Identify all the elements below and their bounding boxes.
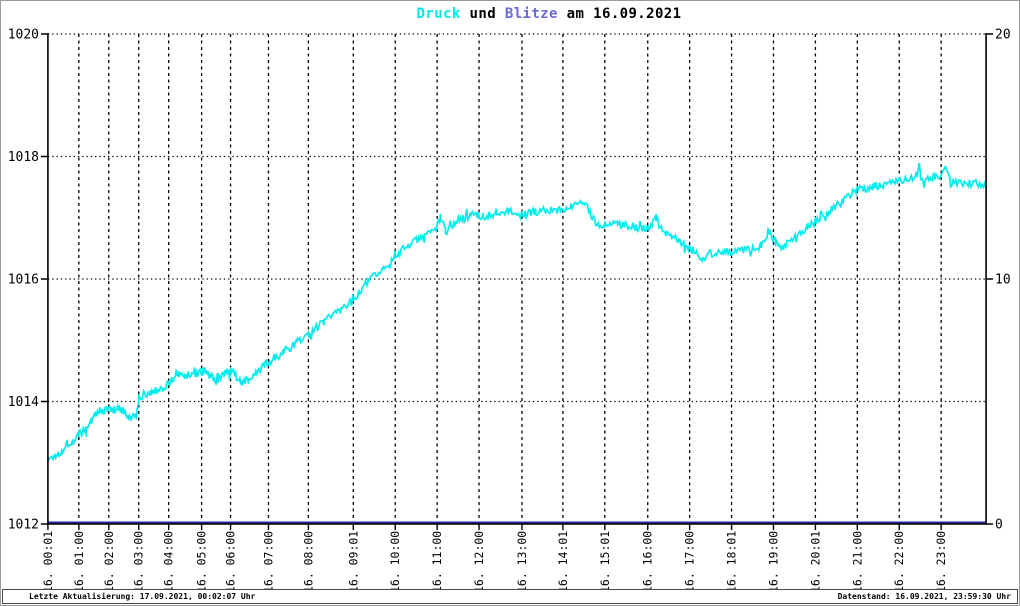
left-axis-label: 1020 — [8, 27, 39, 42]
druck-series-line — [47, 162, 987, 463]
x-axis-label: 16. 01:00 — [72, 531, 86, 589]
x-axis-label: 16. 02:00 — [102, 531, 116, 589]
x-axis-label: 16. 18:01 — [725, 531, 739, 589]
right-axis-label: 0 — [995, 517, 1003, 532]
x-axis-label: 16. 17:00 — [683, 531, 697, 589]
x-axis-label: 16. 12:00 — [472, 531, 486, 589]
x-axis-label: 16. 08:00 — [301, 531, 315, 589]
x-axis-label: 16. 03:00 — [132, 531, 146, 589]
left-axis-label: 1012 — [8, 517, 39, 532]
status-bar: Letzte Aktualisierung: 17.09.2021, 00:02… — [2, 589, 1018, 604]
x-axis-label: 16. 10:00 — [388, 531, 402, 589]
x-axis-label: 16. 14:01 — [556, 531, 570, 589]
x-axis-label: 16. 13:00 — [515, 531, 529, 589]
x-axis-label: 16. 19:00 — [766, 531, 780, 589]
x-axis-label: 16. 05:00 — [195, 531, 209, 589]
x-axis-label: 16. 20:01 — [808, 531, 822, 589]
x-axis-label: 16. 21:00 — [850, 531, 864, 589]
x-axis-label: 16. 09:01 — [346, 531, 360, 589]
right-axis-label: 10 — [995, 272, 1011, 287]
x-axis-label: 16. 11:00 — [430, 531, 444, 589]
x-axis-label: 16. 04:00 — [162, 531, 176, 589]
chart-title-part: Druck — [416, 6, 461, 22]
x-axis-label: 16. 22:00 — [892, 531, 906, 589]
left-axis-label: 1014 — [8, 395, 39, 410]
chart-title-part: Blitze — [504, 6, 558, 22]
left-axis-label: 1016 — [8, 272, 39, 287]
x-axis-label: 16. 06:00 — [224, 531, 238, 589]
x-axis-label: 16. 15:01 — [598, 531, 612, 589]
chart-title: Druck und Blitze am 16.09.2021 — [79, 6, 1019, 22]
last-update-text: Letzte Aktualisierung: 17.09.2021, 00:02… — [29, 592, 256, 601]
x-axis-label: 16. 00:01 — [41, 531, 55, 589]
right-axis-label: 20 — [995, 27, 1011, 42]
chart-title-part: und — [460, 6, 505, 22]
chart-title-part: am 16.09.2021 — [557, 6, 682, 22]
x-axis-label: 16. 16:00 — [641, 531, 655, 589]
x-axis-label: 16. 23:00 — [934, 531, 948, 589]
left-axis-label: 1018 — [8, 150, 39, 165]
x-axis-label: 16. 07:00 — [261, 531, 275, 589]
data-timestamp-text: Datenstand: 16.09.2021, 23:59:30 Uhr — [837, 592, 1011, 601]
